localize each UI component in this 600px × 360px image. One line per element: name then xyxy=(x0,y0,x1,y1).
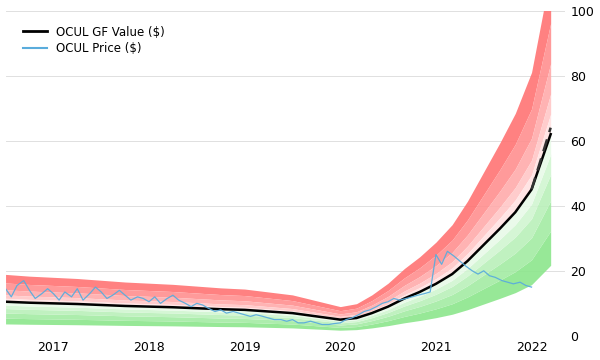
Legend: OCUL GF Value ($), OCUL Price ($): OCUL GF Value ($), OCUL Price ($) xyxy=(17,20,170,61)
